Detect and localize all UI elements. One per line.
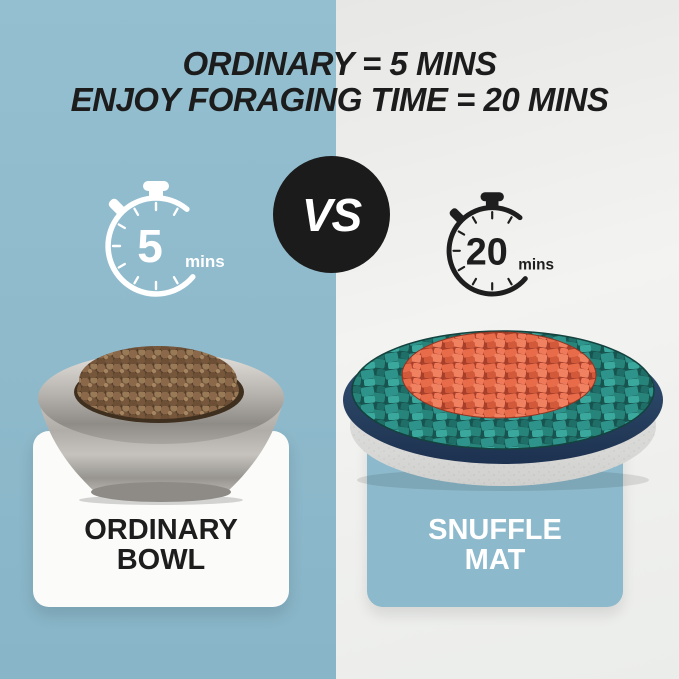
label-line1: SNUFFLE	[428, 514, 562, 546]
label-line2: MAT	[464, 544, 526, 576]
timer-value: 5	[137, 220, 163, 272]
label-line2: BOWL	[116, 544, 206, 576]
stopwatch-icon: 5 mins	[88, 174, 228, 314]
label-line1: ORDINARY	[84, 514, 238, 546]
ordinary-bowl-label: ORDINARY BOWL	[84, 515, 238, 607]
timer-unit: mins	[185, 252, 225, 271]
headline-line2: ENJOY FORAGING TIME = 20 MINS	[70, 81, 609, 118]
timer-value: 20	[466, 231, 508, 273]
vs-label: VS	[301, 188, 362, 241]
headline-line1: ORDINARY = 5 MINS	[182, 45, 497, 82]
headline: ORDINARY = 5 MINS ENJOY FORAGING TIME = …	[0, 46, 679, 118]
timer-unit: mins	[518, 257, 554, 274]
snuffle-mat-image	[337, 318, 667, 496]
vs-badge: VS	[273, 156, 390, 273]
ordinary-bowl-image	[33, 336, 287, 506]
stopwatch-icon: 20 mins	[431, 186, 557, 312]
snuffle-mat-label: SNUFFLE MAT	[428, 515, 562, 607]
